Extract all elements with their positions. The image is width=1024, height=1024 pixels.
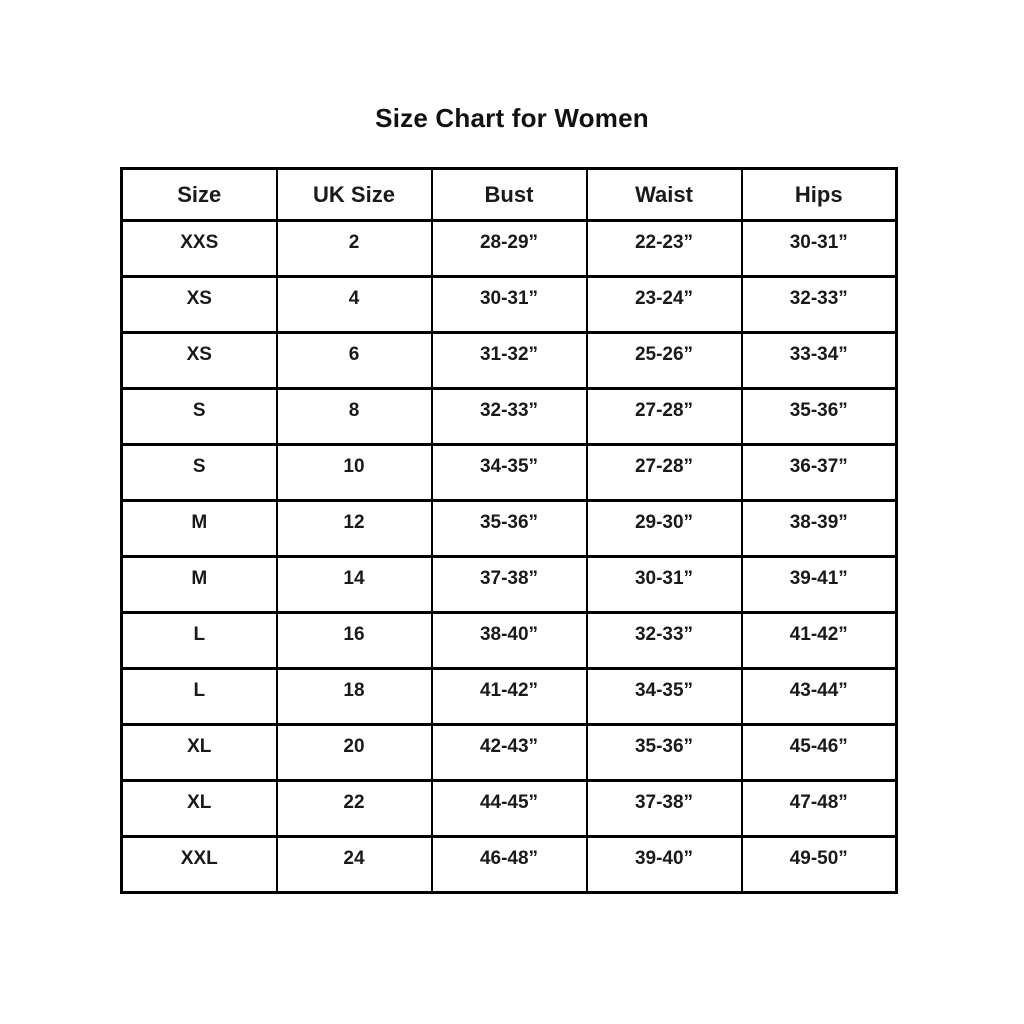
table-cell: 24: [275, 835, 433, 894]
column-header-uk-size: UK Size: [275, 167, 433, 222]
table-cell: 14: [275, 555, 433, 614]
table-cell: 30-31”: [740, 219, 898, 278]
table-cell: 35-36”: [585, 723, 743, 782]
table-cell: S: [120, 443, 278, 502]
table-cell: 29-30”: [585, 499, 743, 558]
table-cell: XS: [120, 331, 278, 390]
table-cell: 6: [275, 331, 433, 390]
table-row: XL 22 44-45” 37-38” 47-48”: [120, 779, 898, 838]
table-cell: 32-33”: [740, 275, 898, 334]
table-cell: M: [120, 555, 278, 614]
table-row: XS 4 30-31” 23-24” 32-33”: [120, 275, 898, 334]
table-row: XXL 24 46-48” 39-40” 49-50”: [120, 835, 898, 894]
table-cell: 2: [275, 219, 433, 278]
table-row: M 12 35-36” 29-30” 38-39”: [120, 499, 898, 558]
table-cell: XL: [120, 779, 278, 838]
table-cell: 22-23”: [585, 219, 743, 278]
table-row: XXS 2 28-29” 22-23” 30-31”: [120, 219, 898, 278]
header-row: Size UK Size Bust Waist Hips: [120, 167, 898, 222]
table-cell: 39-40”: [585, 835, 743, 894]
table-cell: XS: [120, 275, 278, 334]
table-cell: 30-31”: [585, 555, 743, 614]
table-cell: 42-43”: [430, 723, 588, 782]
table-cell: S: [120, 387, 278, 446]
table-cell: 23-24”: [585, 275, 743, 334]
column-header-bust: Bust: [430, 167, 588, 222]
table-cell: M: [120, 499, 278, 558]
table-cell: 44-45”: [430, 779, 588, 838]
column-header-hips: Hips: [740, 167, 898, 222]
table-cell: 22: [275, 779, 433, 838]
table-row: M 14 37-38” 30-31” 39-41”: [120, 555, 898, 614]
table-body: XXS 2 28-29” 22-23” 30-31” XS 4 30-31” 23-24” 32-…: [120, 219, 898, 894]
table-cell: 43-44”: [740, 667, 898, 726]
table-cell: 41-42”: [430, 667, 588, 726]
table-cell: 34-35”: [430, 443, 588, 502]
table-cell: 4: [275, 275, 433, 334]
table-cell: 37-38”: [585, 779, 743, 838]
table-container: Size UK Size Bust Waist Hips XXS 2 28-29” 22-23…: [120, 167, 898, 894]
page-title: Size Chart for Women: [375, 103, 649, 133]
table-row: XS 6 31-32” 25-26” 33-34”: [120, 331, 898, 390]
table-cell: 36-37”: [740, 443, 898, 502]
table-cell: 34-35”: [585, 667, 743, 726]
table-row: XL 20 42-43” 35-36” 45-46”: [120, 723, 898, 782]
table-cell: XL: [120, 723, 278, 782]
table-row: L 16 38-40” 32-33” 41-42”: [120, 611, 898, 670]
table-row: S 8 32-33” 27-28” 35-36”: [120, 387, 898, 446]
table-cell: 38-40”: [430, 611, 588, 670]
column-header-size: Size: [120, 167, 278, 222]
table-row: S 10 34-35” 27-28” 36-37”: [120, 443, 898, 502]
table-cell: 27-28”: [585, 443, 743, 502]
table-cell: 45-46”: [740, 723, 898, 782]
table-cell: 8: [275, 387, 433, 446]
table-cell: 25-26”: [585, 331, 743, 390]
table-cell: 18: [275, 667, 433, 726]
table-cell: 46-48”: [430, 835, 588, 894]
table-row: L 18 41-42” 34-35” 43-44”: [120, 667, 898, 726]
table-cell: 33-34”: [740, 331, 898, 390]
table-cell: 16: [275, 611, 433, 670]
table-cell: 32-33”: [585, 611, 743, 670]
table-cell: XXS: [120, 219, 278, 278]
table-cell: 10: [275, 443, 433, 502]
table-cell: 28-29”: [430, 219, 588, 278]
table-cell: 20: [275, 723, 433, 782]
table-cell: 31-32”: [430, 331, 588, 390]
table-cell: 32-33”: [430, 387, 588, 446]
column-header-waist: Waist: [585, 167, 743, 222]
table-cell: 47-48”: [740, 779, 898, 838]
size-chart-table: Size UK Size Bust Waist Hips XXS 2 28-29” 22-23…: [120, 167, 898, 894]
table-cell: 35-36”: [740, 387, 898, 446]
table-cell: 27-28”: [585, 387, 743, 446]
table-header: Size UK Size Bust Waist Hips: [120, 167, 898, 222]
table-cell: 41-42”: [740, 611, 898, 670]
table-cell: 35-36”: [430, 499, 588, 558]
table-cell: 37-38”: [430, 555, 588, 614]
table-cell: 39-41”: [740, 555, 898, 614]
table-cell: 12: [275, 499, 433, 558]
table-cell: 30-31”: [430, 275, 588, 334]
table-cell: 49-50”: [740, 835, 898, 894]
table-cell: L: [120, 611, 278, 670]
table-cell: L: [120, 667, 278, 726]
table-cell: XXL: [120, 835, 278, 894]
table-cell: 38-39”: [740, 499, 898, 558]
